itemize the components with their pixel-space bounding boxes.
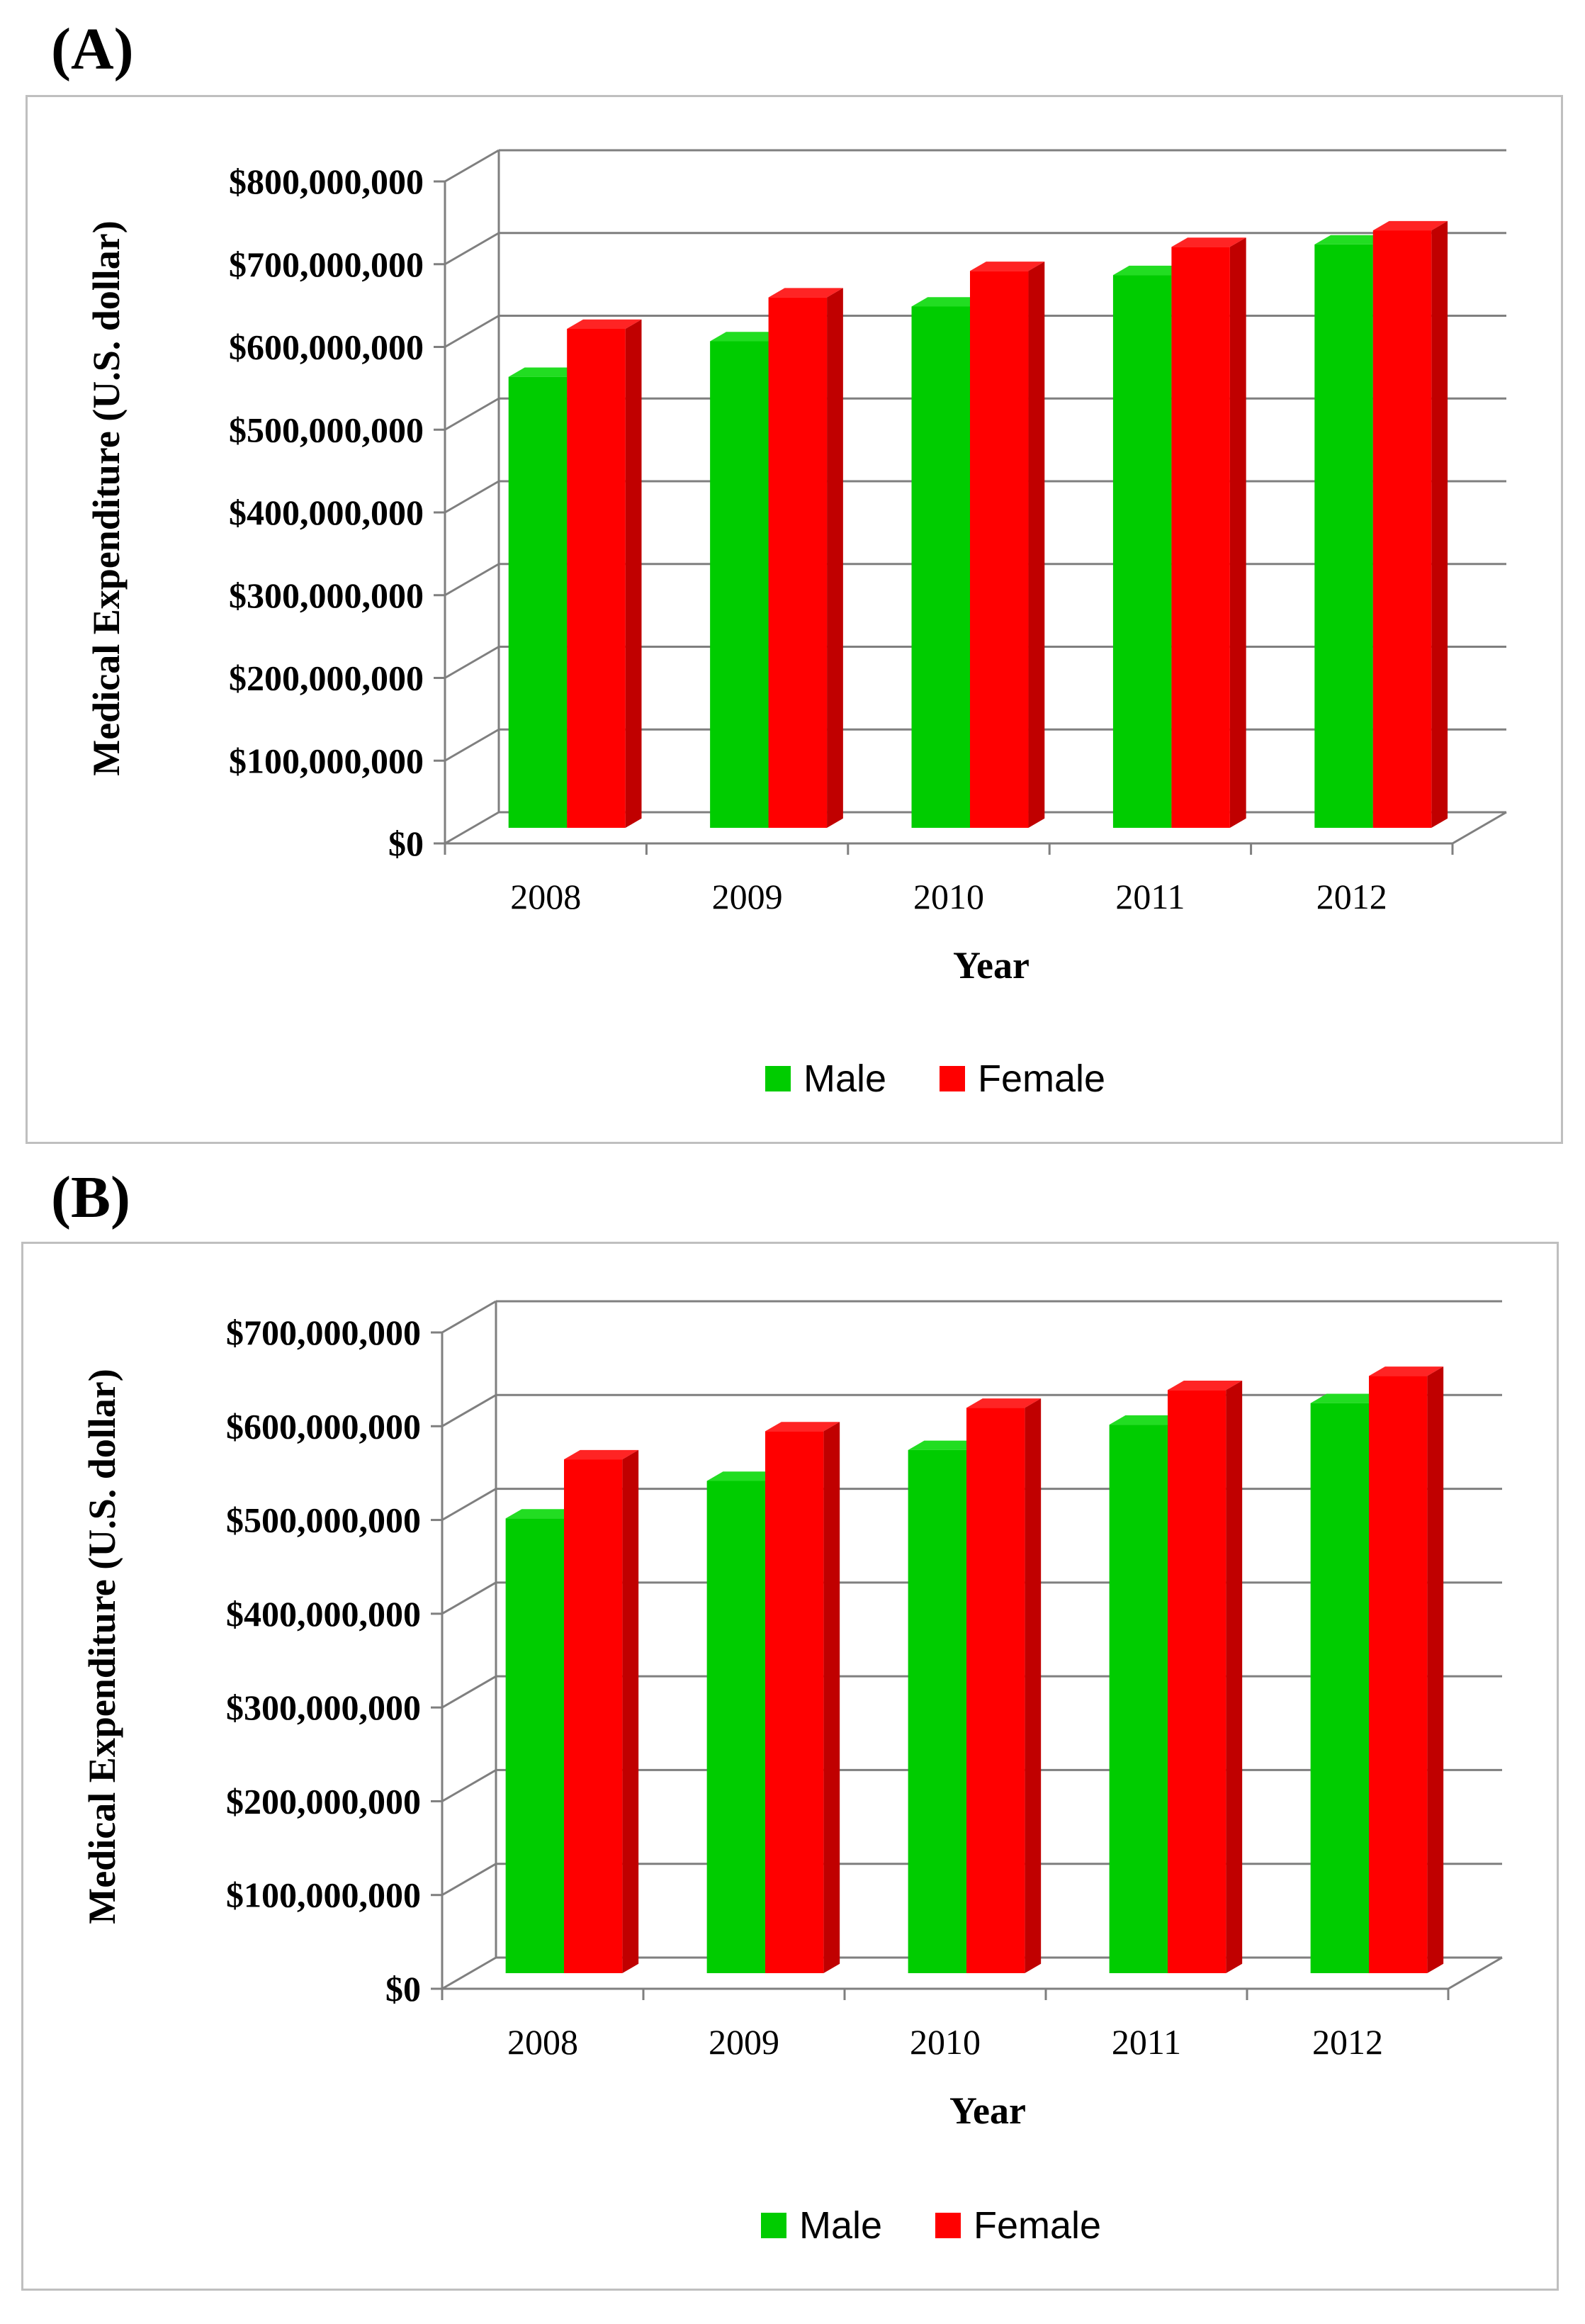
chart-frame-a	[26, 95, 1563, 1144]
panel-label-b: (B)	[51, 1164, 130, 1230]
panel-label-a: (A)	[51, 16, 134, 82]
chart-frame-b	[21, 1242, 1559, 2291]
